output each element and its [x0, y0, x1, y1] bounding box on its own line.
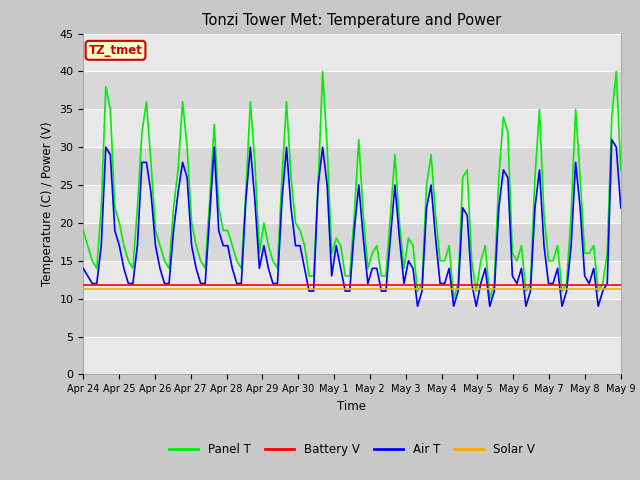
Bar [83, 109, 621, 147]
Bar [83, 336, 621, 374]
Panel T [513, 258, 521, 264]
Air T [604, 281, 611, 287]
Air T [454, 288, 462, 294]
Panel T [608, 114, 616, 120]
Battery V [599, 282, 607, 288]
Panel T [382, 273, 390, 279]
Y-axis label: Temperature (C) / Power (V): Temperature (C) / Power (V) [41, 122, 54, 286]
Air T [224, 243, 232, 249]
Battery V [192, 282, 200, 288]
Solar V [224, 286, 232, 292]
Bar [83, 34, 621, 72]
Panel T [192, 243, 200, 249]
Solar V [450, 286, 458, 292]
Text: TZ_tmet: TZ_tmet [88, 44, 143, 57]
Solar V [599, 286, 607, 292]
Solar V [192, 286, 200, 292]
Title: Tonzi Tower Met: Temperature and Power: Tonzi Tower Met: Temperature and Power [202, 13, 502, 28]
Bar [83, 185, 621, 223]
Bar [83, 72, 621, 109]
Bar [83, 299, 621, 336]
Panel T [224, 228, 232, 233]
Bar [83, 261, 621, 299]
Solar V [504, 286, 512, 292]
Air T [79, 265, 87, 271]
Panel T [459, 175, 467, 180]
Line: Air T: Air T [83, 140, 621, 306]
Solar V [79, 286, 87, 292]
Air T [608, 137, 616, 143]
Battery V [224, 282, 232, 288]
X-axis label: Time: Time [337, 400, 367, 413]
Battery V [617, 282, 625, 288]
Line: Panel T: Panel T [83, 72, 621, 299]
Air T [413, 303, 421, 309]
Air T [509, 273, 516, 279]
Battery V [504, 282, 512, 288]
Legend: Panel T, Battery V, Air T, Solar V: Panel T, Battery V, Air T, Solar V [164, 438, 540, 461]
Panel T [319, 69, 326, 74]
Bar [83, 223, 621, 261]
Solar V [617, 286, 625, 292]
Air T [192, 265, 200, 271]
Air T [617, 205, 625, 211]
Battery V [378, 282, 385, 288]
Battery V [79, 282, 87, 288]
Bar [83, 147, 621, 185]
Panel T [617, 167, 625, 173]
Panel T [79, 228, 87, 233]
Air T [378, 288, 385, 294]
Solar V [378, 286, 385, 292]
Battery V [450, 282, 458, 288]
Panel T [450, 296, 458, 301]
